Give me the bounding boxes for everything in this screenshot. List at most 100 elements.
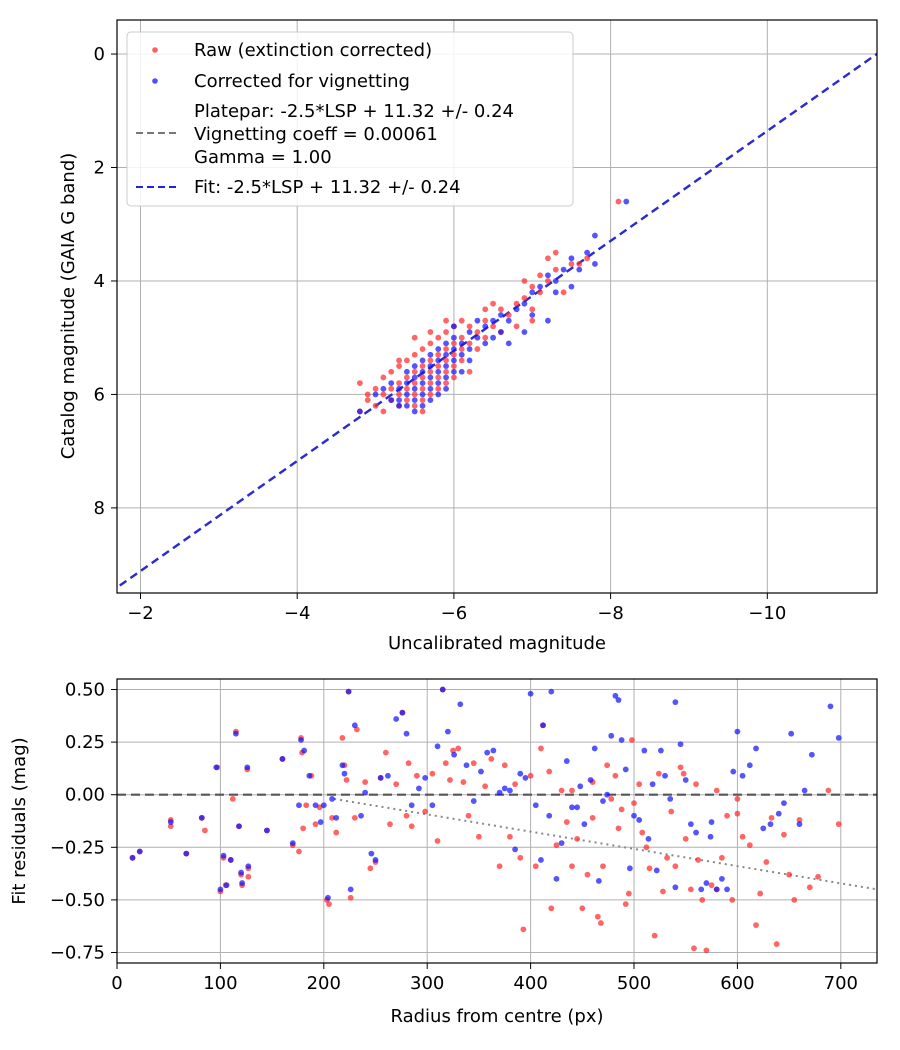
raw-point [451, 351, 457, 358]
corrected-point [522, 774, 529, 781]
corrected-point [708, 819, 715, 825]
x-tick-label: 400 [513, 973, 547, 994]
raw-point [403, 397, 410, 404]
raw-point [458, 334, 465, 341]
corrected-point [703, 880, 710, 886]
raw-point [699, 896, 706, 903]
x-tick-label: −2 [127, 603, 154, 624]
raw-point [167, 823, 174, 830]
corrected-point [443, 340, 449, 347]
raw-point [501, 762, 508, 769]
corrected-point [568, 283, 575, 290]
raw-point [347, 894, 354, 901]
raw-point [482, 783, 489, 790]
bottom-scatter-points [129, 686, 842, 954]
raw-point [490, 300, 496, 307]
corrected-point [408, 802, 415, 809]
corrected-point [458, 340, 465, 347]
raw-point [405, 760, 412, 767]
corrected-point [347, 886, 354, 893]
raw-point [429, 770, 436, 777]
raw-point [490, 323, 496, 330]
corrected-point [739, 772, 746, 779]
raw-point [560, 289, 567, 296]
raw-point [569, 787, 575, 794]
x-tick-label: 0 [111, 973, 122, 994]
corrected-point [545, 272, 551, 279]
raw-point [474, 346, 481, 352]
corrected-point [527, 690, 534, 697]
raw-point [351, 814, 358, 821]
corrected-point [693, 829, 699, 836]
raw-point [419, 363, 426, 369]
raw-point [451, 363, 457, 369]
raw-point [434, 838, 441, 844]
corrected-point [618, 737, 625, 743]
corrected-point [581, 821, 588, 828]
raw-point [411, 351, 418, 358]
corrected-point [457, 701, 464, 708]
corrected-point [388, 397, 395, 404]
corrected-point [451, 323, 457, 330]
corrected-point [498, 329, 504, 335]
legend-raw-label: Raw (extinction corrected) [194, 40, 432, 61]
corrected-point [403, 368, 410, 375]
raw-point [631, 800, 637, 807]
raw-point [576, 261, 583, 267]
corrected-point [451, 368, 457, 375]
top-y-ticks: 0 2 4 6 8 [94, 44, 117, 519]
corrected-point [435, 380, 442, 386]
y-tick-label: 6 [94, 384, 105, 405]
bottom-x-ticks: 0 100 200 300 400 500 600 700 [111, 963, 858, 994]
corrected-point [553, 875, 560, 882]
raw-point [546, 768, 553, 775]
corrected-point [521, 329, 528, 335]
y-tick-label: 4 [94, 271, 105, 292]
raw-point [435, 363, 442, 369]
corrected-point [443, 363, 449, 369]
corrected-point [641, 747, 648, 754]
raw-point [413, 772, 420, 779]
corrected-point [403, 380, 410, 386]
corrected-point [136, 848, 143, 855]
raw-point [296, 848, 302, 855]
corrected-point [458, 351, 465, 358]
raw-point [512, 781, 518, 788]
corrected-point [587, 777, 594, 783]
raw-point [474, 329, 481, 335]
raw-point [687, 886, 694, 893]
x-tick-label: −8 [597, 603, 624, 624]
raw-point [229, 796, 236, 802]
y-tick-label: 2 [94, 158, 105, 179]
raw-point [201, 827, 208, 834]
raw-point [713, 787, 720, 794]
corrected-point [167, 819, 174, 825]
corrected-point [484, 749, 491, 756]
top-scatter-points [356, 198, 630, 415]
raw-point [668, 808, 675, 815]
corrected-point [529, 289, 536, 296]
corrected-point [439, 686, 446, 693]
raw-point [419, 374, 426, 381]
corrected-point [521, 300, 528, 307]
corrected-point [687, 821, 694, 828]
corrected-point [279, 756, 286, 762]
raw-point [482, 317, 489, 324]
y-tick-label: −0.50 [50, 890, 105, 911]
raw-point [625, 890, 632, 897]
raw-point [622, 901, 629, 907]
corrected-point [512, 846, 518, 853]
raw-point [470, 760, 477, 767]
corrected-point [767, 821, 774, 828]
corrected-point [574, 804, 581, 811]
raw-point [427, 380, 434, 386]
legend-corrected-marker [152, 78, 158, 84]
raw-point [447, 777, 453, 783]
top-fit-lines [117, 52, 877, 589]
corrected-point [545, 317, 551, 324]
raw-point [496, 863, 503, 870]
corrected-point [600, 798, 606, 804]
raw-point [343, 777, 350, 783]
corrected-point [513, 306, 520, 313]
raw-point [476, 833, 482, 840]
